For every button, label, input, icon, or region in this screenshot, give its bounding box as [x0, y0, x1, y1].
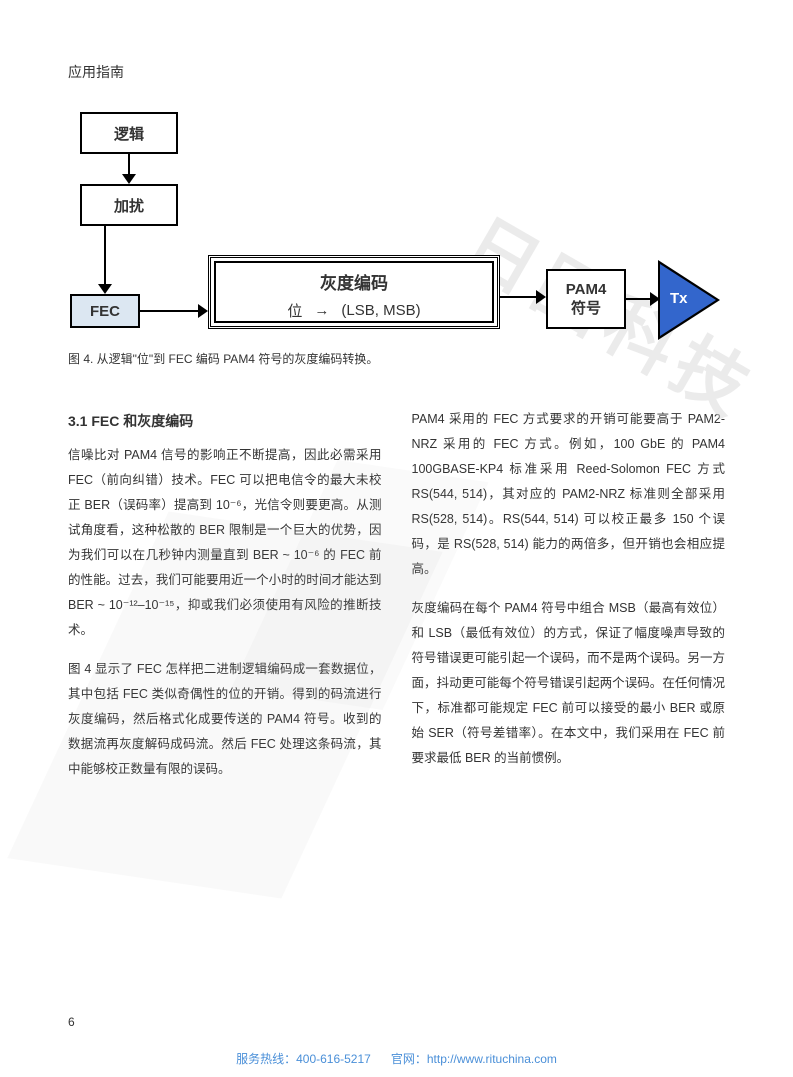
arrow-fec-to-gray: [140, 310, 200, 312]
body-columns: 3.1 FEC 和灰度编码 信噪比对 PAM4 信号的影响正不断提高，因此必需采…: [68, 407, 725, 796]
arrow-icon: →: [314, 302, 329, 319]
diagram-gray-bit-label: 位: [287, 300, 302, 321]
figure-4-caption: 图 4. 从逻辑"位"到 FEC 编码 PAM4 符号的灰度编码转换。: [68, 350, 725, 367]
diagram-node-pam4: PAM4 符号: [546, 269, 626, 329]
left-paragraph-2: 图 4 显示了 FEC 怎样把二进制逻辑编码成一套数据位，其中包括 FEC 类似…: [68, 657, 382, 782]
right-paragraph-1: PAM4 采用的 FEC 方式要求的开销可能要高于 PAM2-NRZ 采用的 F…: [412, 407, 726, 582]
arrowhead-right-2: [536, 290, 546, 304]
arrowhead-down-1: [122, 174, 136, 184]
diagram-node-pam4-line2: 符号: [571, 299, 601, 319]
footer-site-label: 官网：: [391, 1052, 427, 1066]
diagram-node-logic: 逻辑: [80, 112, 178, 154]
diagram-node-fec: FEC: [70, 294, 140, 328]
arrow-pam4-to-tx: [626, 298, 652, 300]
diagram-node-gray: 灰度编码 位 → (LSB, MSB): [208, 255, 500, 329]
arrow-gray-to-pam4: [500, 296, 538, 298]
diagram-node-pam4-line1: PAM4: [566, 280, 607, 300]
page-footer: 服务热线：400-616-5217 官网：http://www.rituchin…: [0, 1050, 793, 1067]
diagram-node-fec-label: FEC: [90, 303, 120, 320]
right-column: PAM4 采用的 FEC 方式要求的开销可能要高于 PAM2-NRZ 采用的 F…: [412, 407, 726, 796]
footer-hotline-label: 服务热线：: [236, 1052, 296, 1066]
arrowhead-down-2: [98, 284, 112, 294]
page-header-title: 应用指南: [68, 62, 725, 82]
diagram-node-scramble-label: 加扰: [114, 195, 144, 216]
page-number: 6: [68, 1015, 75, 1029]
diagram-gray-lsbmsb: (LSB, MSB): [341, 302, 420, 319]
left-column: 3.1 FEC 和灰度编码 信噪比对 PAM4 信号的影响正不断提高，因此必需采…: [68, 407, 382, 796]
right-paragraph-2: 灰度编码在每个 PAM4 符号中组合 MSB（最高有效位）和 LSB（最低有效位…: [412, 596, 726, 771]
left-paragraph-1: 信噪比对 PAM4 信号的影响正不断提高，因此必需采用 FEC（前向纠错）技术。…: [68, 443, 382, 643]
section-title-3-1: 3.1 FEC 和灰度编码: [68, 407, 382, 435]
diagram-node-tx-label: Tx: [670, 290, 688, 307]
footer-hotline-value: 400-616-5217: [296, 1052, 371, 1066]
arrowhead-right-1: [198, 304, 208, 318]
arrow-logic-to-scramble: [128, 154, 130, 176]
diagram-node-logic-label: 逻辑: [114, 123, 144, 144]
arrow-scramble-to-fec: [104, 226, 106, 286]
diagram-node-scramble: 加扰: [80, 184, 178, 226]
footer-site-link[interactable]: http://www.rituchina.com: [427, 1052, 557, 1066]
diagram-node-tx-fill: [660, 264, 716, 336]
figure-4-diagram: 逻辑 加扰 FEC 灰度编码 位 → (LSB, MSB): [68, 112, 728, 332]
diagram-node-gray-title: 灰度编码: [320, 269, 388, 294]
